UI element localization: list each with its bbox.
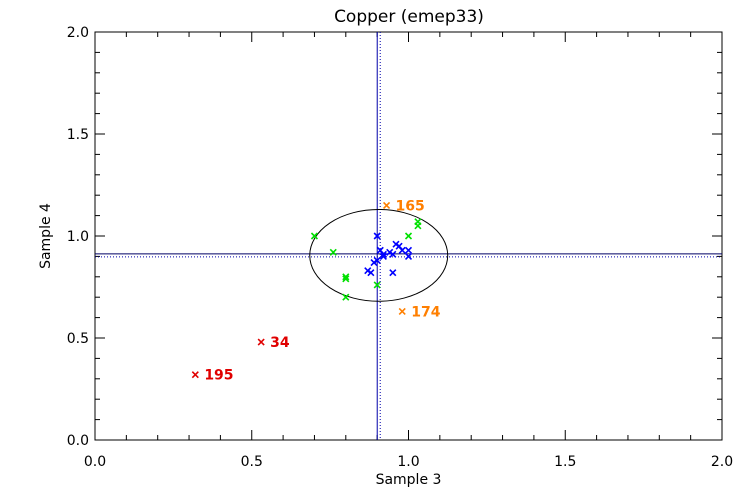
data-point-stroke — [404, 246, 413, 254]
data-point-stroke — [191, 371, 199, 379]
data-point-label: 174 — [411, 304, 440, 320]
y-axis-title: Sample 4 — [38, 203, 54, 269]
data-point-stroke — [404, 252, 413, 260]
y-tick-label: 1.0 — [67, 229, 89, 245]
x-tick-label: 2.0 — [711, 454, 733, 470]
y-tick-label: 1.5 — [67, 127, 89, 143]
data-point — [367, 269, 375, 277]
data-point — [404, 252, 413, 260]
data-point-label: 195 — [204, 368, 233, 384]
data-point-label: 165 — [396, 198, 425, 214]
data-point — [398, 246, 406, 254]
x-tick-label: 0.0 — [84, 454, 106, 470]
data-point-stroke — [310, 232, 319, 240]
data-point-stroke — [379, 252, 387, 260]
data-point-stroke — [404, 232, 413, 240]
data-point — [370, 258, 378, 267]
confidence-ellipse-layer — [309, 208, 449, 302]
data-points: 165 174 34 195 — [191, 198, 441, 384]
data-point-stroke — [379, 250, 387, 258]
data-point-stroke — [329, 248, 337, 256]
data-point-label: 34 — [270, 335, 290, 351]
data-point-stroke — [389, 269, 397, 277]
data-point-stroke — [257, 338, 265, 346]
data-point-stroke — [398, 307, 406, 316]
data-point-stroke — [382, 201, 391, 209]
data-point — [257, 338, 265, 346]
x-tick-label: 1.0 — [397, 454, 419, 470]
data-point-stroke — [386, 248, 394, 256]
data-point — [329, 248, 337, 256]
x-tick-label: 0.5 — [241, 454, 263, 470]
y-tick-label: 2.0 — [67, 25, 89, 41]
data-point — [342, 275, 350, 283]
data-point — [191, 371, 199, 379]
data-point-stroke — [367, 269, 375, 277]
data-point-stroke — [395, 242, 403, 250]
data-point — [382, 201, 391, 209]
data-point — [310, 232, 319, 240]
data-point — [386, 248, 394, 256]
data-point — [398, 307, 406, 316]
data-point — [414, 218, 422, 226]
data-point-stroke — [373, 281, 381, 289]
data-point — [389, 269, 397, 277]
data-point-stroke — [370, 258, 378, 267]
data-point — [373, 281, 381, 289]
data-point-stroke — [342, 273, 350, 281]
y-tick-label: 0.5 — [67, 331, 89, 347]
data-point-stroke — [342, 275, 350, 283]
x-tick-label: 1.5 — [554, 454, 576, 470]
data-point — [342, 273, 350, 281]
data-point-stroke — [376, 246, 384, 254]
data-point-stroke — [398, 246, 406, 254]
y-tick-label: 0.0 — [67, 433, 89, 449]
confidence-ellipse — [309, 208, 449, 302]
data-point — [379, 252, 387, 260]
data-point — [404, 232, 413, 240]
data-point-stroke — [373, 232, 381, 240]
data-point-stroke — [342, 293, 350, 301]
chart-title: Copper (emep33) — [334, 7, 484, 27]
data-point — [404, 246, 413, 254]
data-point — [342, 293, 350, 301]
data-point-stroke — [414, 218, 422, 226]
data-point — [373, 232, 381, 240]
data-point — [379, 250, 387, 258]
x-axis-title: Sample 3 — [376, 472, 442, 488]
